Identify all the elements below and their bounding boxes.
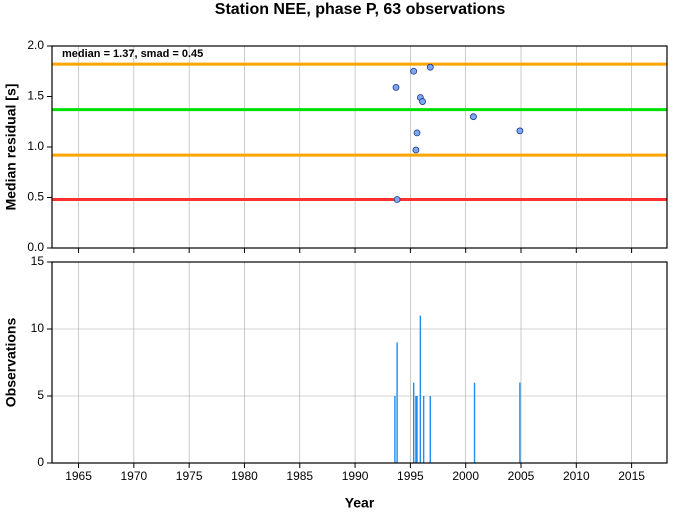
bar <box>422 396 425 463</box>
bar <box>412 382 415 463</box>
bar <box>429 396 431 463</box>
x-tick-label: 1980 <box>231 469 258 483</box>
x-tick-label: 1985 <box>286 469 313 483</box>
data-point <box>410 67 418 75</box>
bar <box>519 382 521 463</box>
y-tick-label: 5 <box>37 388 44 402</box>
y-tick-label: 1.0 <box>27 139 44 153</box>
bar <box>419 315 422 463</box>
data-point <box>392 84 400 91</box>
data-point <box>413 129 421 137</box>
data-point <box>393 196 401 203</box>
y-tick-label: 0.0 <box>27 240 44 254</box>
bar <box>473 382 476 463</box>
data-point <box>419 98 426 105</box>
y-axis-label: Observations <box>3 318 19 408</box>
y-tick-label: 1.5 <box>27 89 44 103</box>
x-tick-label: 1970 <box>121 469 148 483</box>
annotation: median = 1.37, smad = 0.45 <box>62 48 203 60</box>
y-tick-label: 0.5 <box>27 190 44 204</box>
x-tick-label: 1965 <box>65 469 92 483</box>
chart-title: Station NEE, phase P, 63 observations <box>215 1 506 18</box>
x-tick-label: 1975 <box>176 469 203 483</box>
x-tick-label: 2000 <box>452 469 479 483</box>
plot-frame <box>51 45 668 249</box>
x-axis-label: Year <box>345 495 375 511</box>
y-axis-label: Median residual [s] <box>3 84 19 211</box>
y-tick-label: 10 <box>31 321 45 335</box>
x-tick-label: 1990 <box>342 469 369 483</box>
x-tick-label: 1995 <box>397 469 424 483</box>
y-tick-label: 2.0 <box>27 38 44 52</box>
bar <box>396 342 398 463</box>
plot-frame <box>51 261 668 464</box>
x-tick-label: 2005 <box>508 469 535 483</box>
bar <box>394 396 396 463</box>
data-point <box>412 146 420 154</box>
data-point <box>426 63 434 71</box>
y-tick-label: 0 <box>37 455 44 469</box>
bar <box>415 396 417 463</box>
data-point <box>470 113 477 121</box>
x-tick-label: 2015 <box>618 469 645 483</box>
y-tick-label: 15 <box>31 254 45 268</box>
data-point <box>516 127 524 135</box>
x-tick-label: 2010 <box>563 469 590 483</box>
bar <box>416 396 418 463</box>
